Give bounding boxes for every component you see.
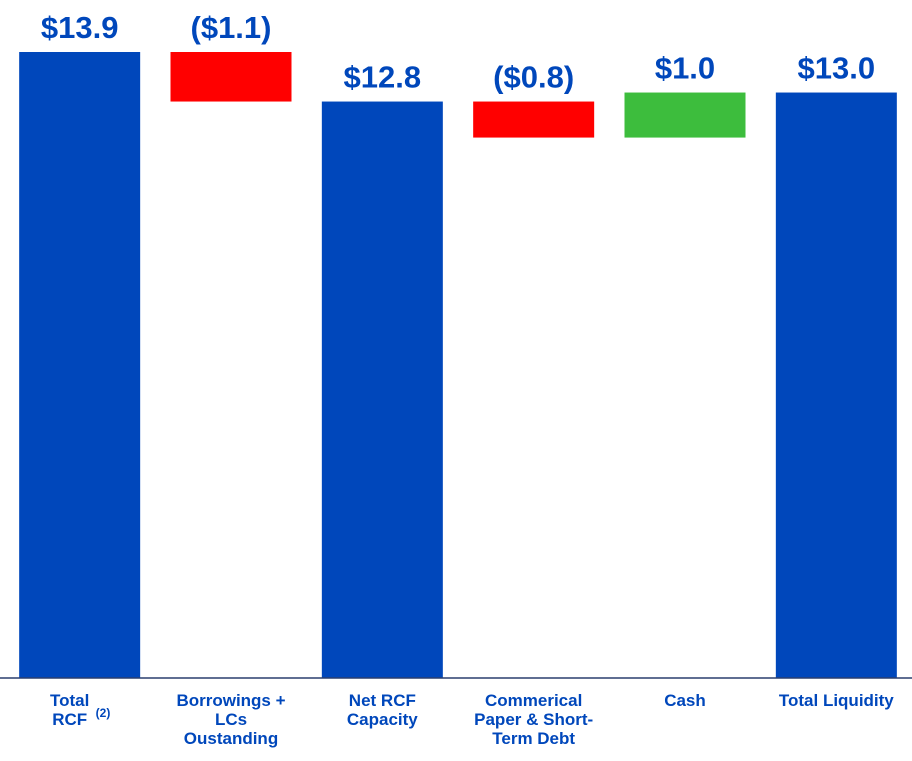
value-label: $13.0: [798, 51, 876, 86]
bar: [473, 101, 595, 138]
value-label: $1.0: [655, 51, 715, 86]
x-tick-label: Commerical Paper & Short-Term Debt: [474, 691, 593, 748]
bar: [321, 101, 443, 679]
bar: [19, 52, 141, 678]
value-label: ($0.8): [493, 60, 574, 95]
x-tick-label: Borrowings + LCs Oustanding: [176, 691, 285, 748]
x-tick-label: Net RCF Capacity: [347, 691, 418, 729]
value-label: $13.9: [41, 10, 119, 45]
bar: [775, 92, 897, 679]
footnote-marker: (2): [96, 706, 111, 720]
x-tick-label: Cash: [664, 691, 706, 710]
x-tick-label: Total RCF: [50, 691, 89, 729]
bar: [624, 92, 746, 138]
value-label: $12.8: [344, 60, 422, 95]
value-label: ($1.1): [191, 10, 272, 45]
x-tick-label: Total Liquidity: [779, 691, 894, 710]
bar: [170, 52, 292, 102]
